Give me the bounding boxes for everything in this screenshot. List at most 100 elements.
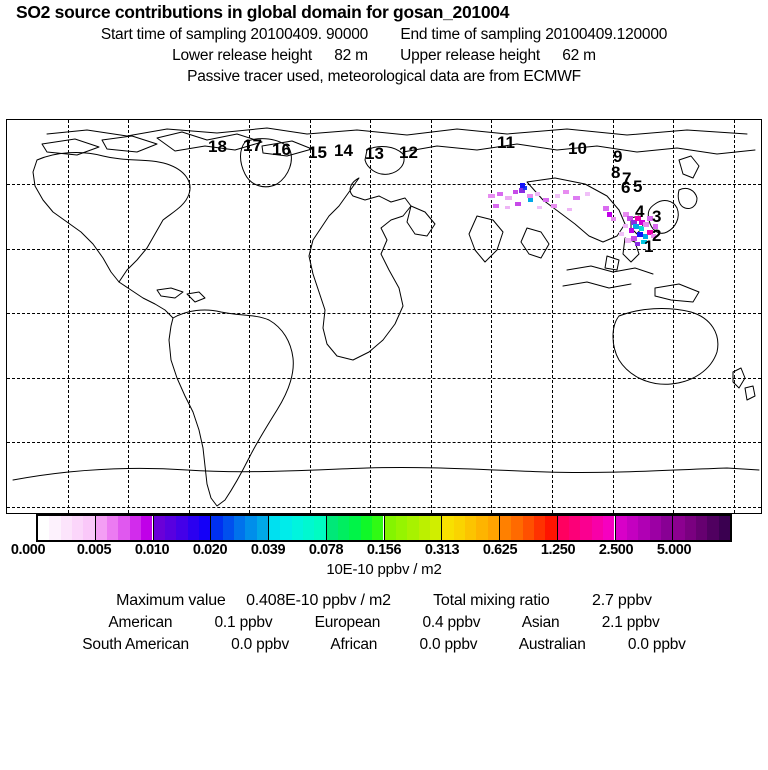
colorbar-step xyxy=(615,516,627,540)
colorbar-step xyxy=(72,516,84,540)
region-row-2: South American 0.0 ppbv African 0.0 ppbv… xyxy=(0,636,768,654)
colorbar-segment xyxy=(38,516,96,540)
statistics-block: Maximum value 0.408E-10 ppbv / m2 Total … xyxy=(0,592,768,658)
colorbar-step xyxy=(141,516,153,540)
trajectory-marker: 7 xyxy=(622,169,632,188)
colorbar-segment xyxy=(442,516,500,540)
lower-release-value: 82 m xyxy=(334,47,368,64)
colorbar-tick-label: 1.250 xyxy=(540,542,576,558)
colorbar-tick-label: 0.078 xyxy=(308,542,344,558)
colorbar-step xyxy=(291,516,304,540)
colorbar-step xyxy=(303,516,315,540)
colorbar-step xyxy=(118,516,130,540)
colorbar-step xyxy=(372,516,384,540)
colorbar-segment xyxy=(326,516,385,540)
colorbar-segment xyxy=(673,516,730,540)
colorbar-tick-label: 0.020 xyxy=(192,542,228,558)
region-name-south-american: South American xyxy=(82,636,189,653)
colorbar-step xyxy=(211,516,223,540)
colorbar-step xyxy=(314,516,326,540)
colorbar-step xyxy=(718,516,730,540)
colorbar xyxy=(36,514,732,542)
total-mixing-ratio-label: Total mixing ratio xyxy=(433,592,550,609)
colorbar-step xyxy=(707,516,719,540)
colorbar-segment xyxy=(153,516,212,540)
colorbar-step xyxy=(187,516,199,540)
colorbar-step xyxy=(222,516,234,540)
colorbar-step xyxy=(545,516,557,540)
colorbar-step xyxy=(176,516,188,540)
colorbar-tick-label: 5.000 xyxy=(656,542,692,558)
trajectory-marker: 18 xyxy=(208,137,227,156)
colorbar-step xyxy=(349,516,361,540)
colorbar-tick-label: 0.039 xyxy=(250,542,286,558)
region-row-1: American 0.1 ppbv European 0.4 ppbv Asia… xyxy=(0,614,768,632)
colorbar-tick-label: 0.000 xyxy=(10,542,46,558)
colorbar-step xyxy=(649,516,661,540)
upper-release-value: 62 m xyxy=(562,47,596,64)
region-name-asian: Asian xyxy=(521,614,560,631)
trajectory-marker: 9 xyxy=(613,147,623,166)
trajectory-marker: 14 xyxy=(334,141,353,160)
colorbar-step xyxy=(453,516,465,540)
page-title: SO2 source contributions in global domai… xyxy=(16,2,510,22)
max-and-total-row: Maximum value 0.408E-10 ppbv / m2 Total … xyxy=(0,592,768,610)
header-block: SO2 source contributions in global domai… xyxy=(0,2,768,86)
total-mixing-ratio-value: 2.7 ppbv xyxy=(592,592,652,609)
colorbar-tick-label: 0.156 xyxy=(366,542,402,558)
colorbar-step xyxy=(429,516,442,540)
region-value-australian: 0.0 ppbv xyxy=(627,636,686,653)
trajectory-marker: 11 xyxy=(497,133,515,152)
trajectory-marker: 1 xyxy=(644,237,654,256)
colorbar-segment xyxy=(269,516,327,540)
colorbar-step xyxy=(476,516,488,540)
colorbar-tick-label: 0.313 xyxy=(424,542,460,558)
colorbar-step xyxy=(164,516,177,540)
region-name-african: African xyxy=(330,636,378,653)
colorbar-segment xyxy=(211,516,269,540)
plume-concentration-layer xyxy=(488,183,658,246)
colorbar-step xyxy=(107,516,119,540)
colorbar-step xyxy=(395,516,408,540)
colorbar-segment xyxy=(557,516,616,540)
upper-release-label: Upper release height xyxy=(400,47,541,64)
region-value-european: 0.4 ppbv xyxy=(422,614,481,631)
region-value-asian: 2.1 ppbv xyxy=(601,614,660,631)
region-name-australian: Australian xyxy=(518,636,586,653)
map-canvas: 18 17 16 15 14 13 12 11 10 9 8 7 6 5 4 3 2 1 xyxy=(7,120,761,513)
colorbar-step xyxy=(638,516,650,540)
colorbar-tick-label: 0.005 xyxy=(76,542,112,558)
start-time-label: Start time of sampling xyxy=(100,26,247,43)
colorbar-step xyxy=(280,516,292,540)
trajectory-marker: 5 xyxy=(633,177,643,196)
colorbar-step xyxy=(626,516,639,540)
colorbar-step xyxy=(338,516,350,540)
end-time-label: End time of sampling xyxy=(400,26,542,43)
colorbar-tick-label: 0.625 xyxy=(482,542,518,558)
colorbar-step xyxy=(384,516,396,540)
max-value-label: Maximum value xyxy=(116,592,226,609)
colorbar-tick-labels: 0.000 0.005 0.010 0.020 0.039 0.078 0.156 0.313… xyxy=(0,542,768,558)
region-value-american: 0.1 ppbv xyxy=(214,614,273,631)
colorbar-step xyxy=(464,516,477,540)
release-height-row: Lower release height 82 m Upper release … xyxy=(0,47,768,65)
sampling-time-row: Start time of sampling 20100409. 90000 E… xyxy=(0,26,768,44)
colorbar-step xyxy=(233,516,246,540)
colorbar-step xyxy=(38,516,50,540)
trajectory-marker: 13 xyxy=(365,144,384,163)
colorbar-step xyxy=(418,516,430,540)
colorbar-gradient xyxy=(36,514,732,542)
colorbar-tick-label: 2.500 xyxy=(598,542,634,558)
colorbar-step xyxy=(591,516,604,540)
colorbar-segment xyxy=(95,516,154,540)
colorbar-step xyxy=(269,516,281,540)
colorbar-step xyxy=(153,516,165,540)
trajectory-marker: 15 xyxy=(308,143,327,162)
colorbar-step xyxy=(442,516,454,540)
colorbar-unit-label: 10E-10 ppbv / m2 xyxy=(326,561,442,578)
colorbar-step xyxy=(95,516,108,540)
trajectory-marker: 6 xyxy=(621,178,631,197)
map-panel: 18 17 16 15 14 13 12 11 10 9 8 7 6 5 4 3 2 1 xyxy=(6,119,762,514)
colorbar-step xyxy=(522,516,535,540)
colorbar-step xyxy=(326,516,339,540)
